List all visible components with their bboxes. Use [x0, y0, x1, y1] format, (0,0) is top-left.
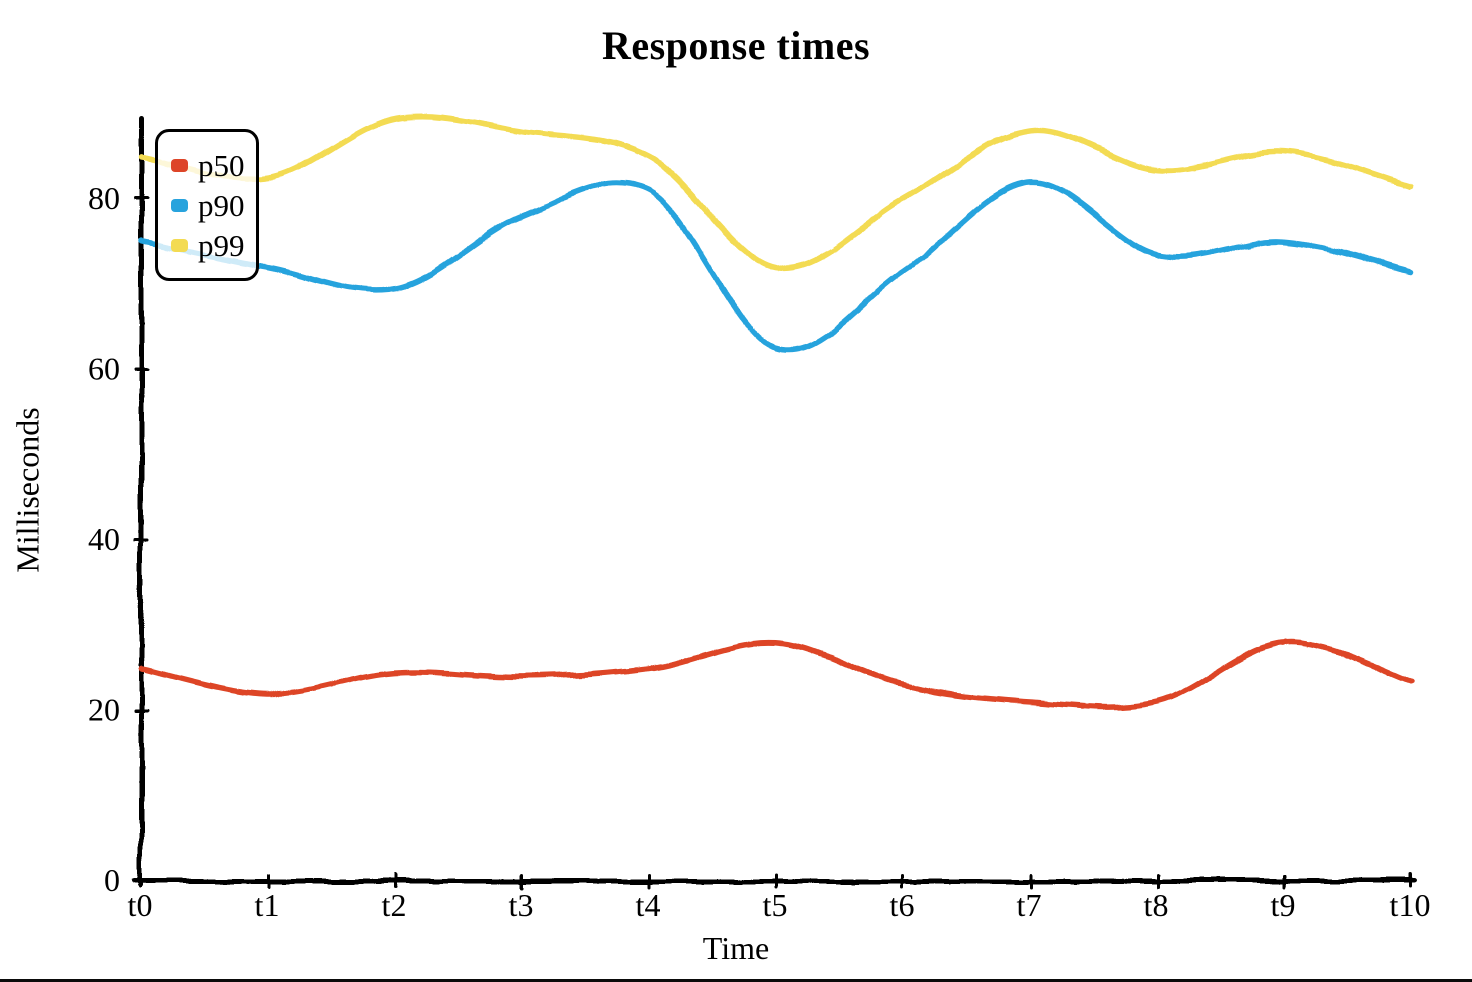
- y-tick-label: 20: [88, 692, 120, 728]
- legend-marker-p90: [171, 198, 188, 212]
- x-axis-label: Time: [702, 930, 770, 966]
- x-tick-label: t3: [509, 887, 534, 923]
- x-tick-label: t4: [636, 887, 661, 923]
- x-tick-label: t10: [1390, 887, 1431, 923]
- x-tick-label: t6: [890, 887, 915, 923]
- bottom-rule: [0, 979, 1472, 982]
- legend-item-p50: p50: [171, 145, 246, 185]
- x-tick-label: t5: [763, 887, 788, 923]
- x-tick-label: t2: [382, 887, 407, 923]
- series-line-p50: [137, 638, 1413, 709]
- legend-label: p50: [198, 147, 245, 183]
- legend-marker-p50: [171, 158, 188, 172]
- legend: p50 p90 p99: [155, 129, 259, 281]
- series-line-p90: [137, 178, 1413, 352]
- x-tick-label: t8: [1144, 887, 1169, 923]
- y-tick-label: 80: [88, 180, 120, 216]
- series-line-p99: [137, 112, 1413, 270]
- x-tick-label: t1: [255, 887, 280, 923]
- y-tick-label: 0: [104, 862, 120, 898]
- chart-title: Response times: [601, 23, 871, 68]
- legend-label: p99: [198, 227, 245, 263]
- y-tick-label: 40: [88, 521, 120, 557]
- legend-marker-p99: [171, 238, 188, 252]
- tick-labels: 0 20 40 60 80 t0 t1 t2 t3 t4 t5 t6 t7 t8 t9 t10: [88, 180, 1430, 923]
- y-tick-label: 60: [88, 351, 120, 387]
- legend-item-p99: p99: [171, 225, 246, 265]
- axes: [131, 114, 1417, 888]
- x-tick-label: t9: [1271, 887, 1296, 923]
- legend-label: p90: [198, 187, 245, 223]
- x-tick-label: t0: [128, 887, 153, 923]
- series-lines: [137, 112, 1413, 709]
- legend-item-p90: p90: [171, 185, 246, 225]
- x-tick-label: t7: [1017, 887, 1042, 923]
